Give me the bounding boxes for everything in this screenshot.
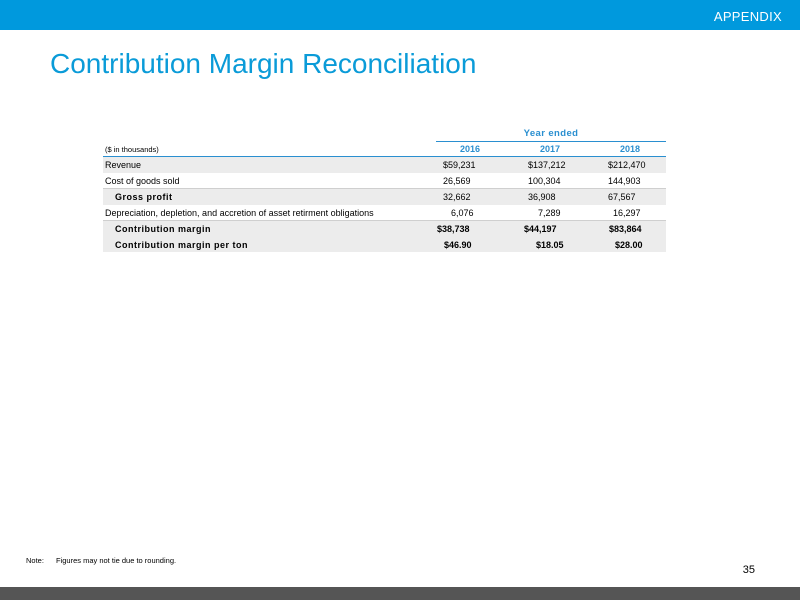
header-bar: APPENDIX — [0, 0, 800, 30]
cell-2016: $38,738 — [437, 224, 470, 234]
table-row-gross-profit: Gross profit 32,662 36,908 67,567 — [103, 188, 666, 205]
units-label: ($ in thousands) — [105, 145, 159, 154]
cell-2018: $83,864 — [609, 224, 642, 234]
row-label: Revenue — [105, 160, 142, 170]
table-row-revenue: Revenue $59,231 $137,212 $212,470 — [103, 157, 666, 173]
table-row-depreciation: Depreciation, depletion, and accretion o… — [103, 205, 666, 221]
page-title: Contribution Margin Reconciliation — [50, 48, 477, 79]
cell-2016: 6,076 — [451, 207, 474, 218]
cell-2016: 26,569 — [443, 175, 471, 186]
year-header-2017: 2017 — [540, 144, 561, 154]
row-label: Contribution margin per ton — [115, 239, 248, 250]
page-number: 35 — [742, 564, 755, 576]
footnote: Note: Figures may not tie due to rounding… — [26, 556, 176, 565]
table-header-row: ($ in thousands) 2016 2017 2018 — [103, 142, 666, 157]
cell-2018: $212,470 — [608, 160, 646, 170]
row-label: Gross profit — [115, 192, 173, 202]
period-header: Year ended — [436, 128, 666, 142]
table-row-contribution-margin-per-ton: Contribution margin per ton $46.90 $18.0… — [103, 236, 666, 252]
cell-2017: $44,197 — [524, 224, 557, 234]
footer-bar — [0, 587, 800, 600]
cell-2016: $59,231 — [443, 160, 476, 170]
note-text: Figures may not tie due to rounding. — [56, 556, 177, 565]
note-label: Note: — [26, 556, 44, 565]
cell-2016: $46.90 — [444, 239, 472, 250]
cell-2017: 7,289 — [538, 207, 561, 218]
cell-2018: 67,567 — [608, 192, 636, 202]
row-label: Depreciation, depletion, and accretion o… — [105, 207, 374, 218]
row-label: Contribution margin — [115, 224, 211, 234]
cell-2018: 16,297 — [613, 207, 641, 218]
financial-table: Year ended ($ in thousands) 2016 2017 20… — [103, 128, 666, 252]
cell-2017: 36,908 — [528, 192, 556, 202]
cell-2017: $137,212 — [528, 160, 566, 170]
cell-2017: $18.05 — [536, 239, 564, 250]
cell-2016: 32,662 — [443, 192, 471, 202]
table-row-cogs: Cost of goods sold 26,569 100,304 144,90… — [103, 173, 666, 189]
section-label: APPENDIX — [713, 9, 782, 24]
year-header-2016: 2016 — [460, 144, 481, 154]
cell-2018: $28.00 — [615, 239, 643, 250]
year-header-2018: 2018 — [620, 144, 641, 154]
row-label: Cost of goods sold — [105, 175, 180, 186]
cell-2018: 144,903 — [608, 175, 641, 186]
cell-2017: 100,304 — [528, 175, 561, 186]
table-row-contribution-margin: Contribution margin $38,738 $44,197 $83,… — [103, 220, 666, 237]
